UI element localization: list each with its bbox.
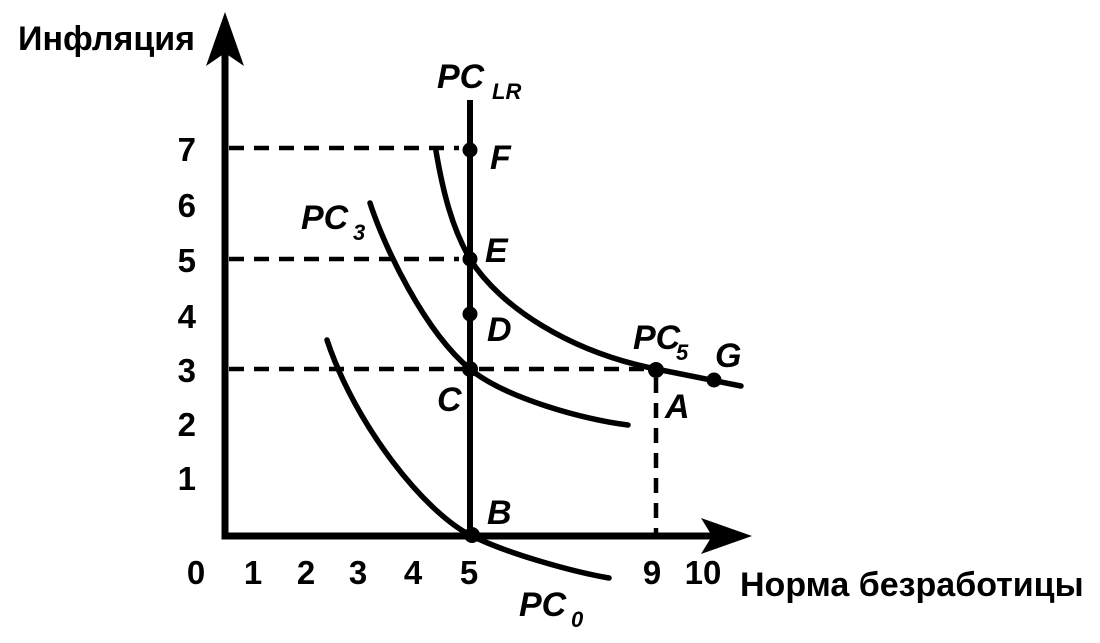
y-axis-arrowhead-icon — [206, 12, 244, 66]
x-tick-0: 0 — [187, 554, 205, 591]
curve-pc-5-label: PC — [633, 319, 681, 357]
y-tick-5: 5 — [178, 242, 196, 279]
y-tick-1: 1 — [178, 460, 196, 497]
point-g-label: G — [715, 337, 741, 375]
y-tick-6: 6 — [178, 187, 196, 224]
x-tick-4: 4 — [404, 554, 423, 591]
point-c-label: C — [437, 381, 462, 419]
point-c-dot — [462, 361, 478, 377]
x-tick-3: 3 — [349, 554, 367, 591]
point-f-dot — [462, 142, 478, 158]
y-tick-7: 7 — [178, 131, 196, 168]
x-tick-5: 5 — [460, 554, 478, 591]
curve-pc-3-label-sub: 3 — [353, 220, 365, 245]
x-axis-arrowhead-icon — [701, 518, 752, 554]
curve-pc-0-label-sub: 0 — [571, 607, 584, 632]
curve-pc-3-label: PC — [301, 199, 349, 237]
x-tick-2: 2 — [297, 554, 315, 591]
point-e-label: E — [485, 232, 509, 270]
y-tick-4: 4 — [178, 298, 197, 335]
point-d-label: D — [487, 311, 512, 349]
point-a-label: A — [664, 388, 690, 426]
curve-pc-5 — [433, 148, 744, 389]
x-tick-10: 10 — [685, 554, 722, 591]
y-axis-title: Инфляция — [18, 20, 195, 58]
point-b-label: B — [487, 494, 512, 532]
y-tick-3: 3 — [178, 352, 196, 389]
point-e-dot — [462, 251, 478, 267]
point-d-dot — [462, 306, 478, 322]
curve-pc-5-label-sub: 5 — [676, 340, 689, 365]
curve-pc-lr-label: PC — [437, 58, 485, 96]
x-axis-title: Норма безработицы — [740, 566, 1084, 604]
curve-pc-0-label: PC — [519, 586, 567, 624]
curve-pc-lr-label-sub: LR — [492, 79, 521, 104]
point-a-dot — [648, 362, 664, 378]
x-tick-9: 9 — [643, 554, 661, 591]
point-b-dot — [464, 527, 480, 543]
point-f-label: F — [490, 139, 512, 177]
x-tick-1: 1 — [244, 554, 262, 591]
y-tick-2: 2 — [178, 406, 196, 443]
point-g-dot — [706, 372, 722, 388]
